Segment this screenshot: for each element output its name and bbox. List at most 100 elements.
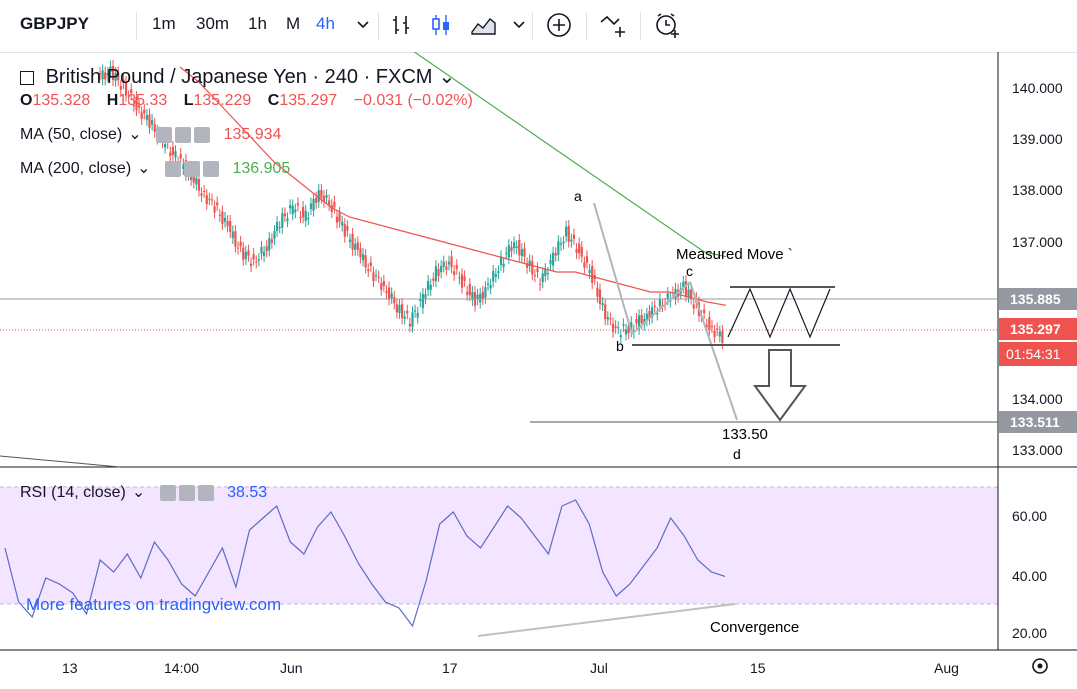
- chevron-down-icon[interactable]: ⌄: [438, 66, 456, 88]
- eye-icon[interactable]: [165, 160, 182, 177]
- chevron-down-icon[interactable]: ⌄: [137, 160, 151, 177]
- area-chart-icon[interactable]: [468, 10, 498, 40]
- candle: [372, 272, 375, 281]
- settings-gear-icon[interactable]: [1032, 658, 1048, 674]
- eye-icon[interactable]: [156, 126, 173, 143]
- chart-legend-title[interactable]: British Pound / Japanese Yen · 240 · FXC…: [20, 64, 461, 89]
- rsi-tick: 60.00: [1012, 508, 1047, 524]
- toolbar-divider: [640, 12, 641, 40]
- candle: [315, 197, 318, 203]
- candle: [351, 234, 354, 250]
- candle: [377, 276, 380, 278]
- candle: [195, 178, 198, 185]
- candle: [575, 248, 578, 253]
- candle: [325, 195, 328, 198]
- candle: [424, 294, 427, 299]
- indicators-icon[interactable]: [598, 10, 628, 40]
- price-axis[interactable]: 140.000 139.000 138.000 137.000 134.000 …: [1012, 80, 1063, 458]
- candle: [148, 114, 151, 128]
- time-tick: 13: [62, 660, 78, 676]
- measured-move-label: Measured Move `: [676, 246, 793, 263]
- time-tick: 15: [750, 660, 766, 676]
- trend-line[interactable]: [0, 455, 121, 468]
- candle: [541, 273, 544, 283]
- eye-icon[interactable]: [159, 484, 176, 501]
- bar-chart-icon[interactable]: [386, 10, 416, 40]
- down-arrow-icon[interactable]: [753, 349, 807, 422]
- ma50-controls[interactable]: [156, 126, 213, 144]
- ohlc-change: −0.031 (−0.02%): [353, 92, 473, 109]
- candle: [312, 198, 315, 211]
- candle: [682, 281, 685, 288]
- rsi-legend[interactable]: RSI (14, close) ⌄ 38.53: [20, 482, 273, 502]
- interval-30m[interactable]: 30m: [196, 14, 230, 33]
- candle: [525, 263, 529, 268]
- candle: [585, 256, 589, 263]
- ma200-controls[interactable]: [165, 160, 222, 178]
- candle: [333, 201, 336, 208]
- candle: [650, 307, 654, 318]
- candle: [533, 275, 536, 277]
- candle: [630, 322, 633, 332]
- price-labels: 135.885 135.297 01:54:31 133.511: [999, 288, 1077, 433]
- gear-icon[interactable]: [184, 160, 201, 177]
- chart-area[interactable]: a b c d Measured Move ` 133.50 Convergen…: [0, 52, 1077, 689]
- close-icon[interactable]: [197, 484, 214, 501]
- candle: [278, 227, 281, 229]
- candle: [374, 275, 378, 277]
- toolbar-divider: [378, 12, 379, 40]
- candle: [398, 305, 401, 313]
- chevron-down-icon[interactable]: ⌄: [128, 126, 142, 143]
- compare-plus-icon[interactable]: [544, 10, 574, 40]
- candlestick-icon[interactable]: [426, 10, 456, 40]
- abcd-pattern[interactable]: [593, 202, 738, 421]
- close-icon[interactable]: [194, 126, 211, 143]
- candle: [124, 81, 128, 96]
- alert-clock-icon[interactable]: [652, 10, 682, 40]
- price-tick: 138.000: [1012, 182, 1063, 198]
- candle: [450, 256, 453, 268]
- candle: [289, 205, 292, 209]
- close-icon[interactable]: [203, 160, 220, 177]
- candle: [390, 293, 393, 298]
- convergence-line[interactable]: [477, 603, 736, 637]
- gear-icon[interactable]: [175, 126, 192, 143]
- symbol-button[interactable]: GBPJPY: [20, 14, 89, 33]
- rsi-axis[interactable]: 60.00 40.00 20.00: [1012, 508, 1047, 641]
- candle: [122, 79, 125, 84]
- rsi-band: [0, 487, 998, 604]
- chevron-down-icon[interactable]: [504, 10, 534, 40]
- candle: [361, 254, 365, 261]
- candle: [637, 315, 641, 329]
- candle: [320, 190, 323, 198]
- candle: [182, 164, 185, 169]
- candle: [309, 203, 313, 210]
- candle: [458, 277, 461, 279]
- ma50-legend[interactable]: MA (50, close) ⌄ 135.934: [20, 124, 287, 144]
- chevron-down-icon[interactable]: ⌄: [131, 484, 146, 501]
- candle: [557, 241, 560, 256]
- ma200-legend[interactable]: MA (200, close) ⌄ 136.905: [20, 158, 296, 178]
- candle: [283, 213, 286, 217]
- candle: [153, 124, 156, 132]
- price-label-level1: 135.885: [1010, 291, 1061, 307]
- interval-1m[interactable]: 1m: [152, 14, 176, 33]
- watermark-link[interactable]: More features on tradingview.com: [26, 595, 281, 614]
- rsi-controls[interactable]: [159, 484, 217, 502]
- interval-1h[interactable]: 1h: [248, 14, 267, 33]
- candle: [356, 242, 359, 250]
- candle: [169, 152, 172, 157]
- candle: [635, 319, 638, 324]
- interval-M[interactable]: M: [286, 14, 301, 33]
- chevron-down-icon[interactable]: [348, 10, 378, 40]
- candle: [523, 248, 526, 257]
- interval-4h[interactable]: 4h: [316, 14, 335, 33]
- candle: [562, 241, 565, 244]
- candle: [387, 287, 391, 300]
- collapse-icon[interactable]: [20, 70, 34, 85]
- time-axis[interactable]: 13 14:00 Jun 17 Jul 15 Aug: [62, 660, 959, 676]
- gear-icon[interactable]: [178, 484, 195, 501]
- candle: [468, 284, 471, 296]
- measured-move-zigzag[interactable]: [727, 287, 831, 339]
- ma200-line: [413, 52, 727, 258]
